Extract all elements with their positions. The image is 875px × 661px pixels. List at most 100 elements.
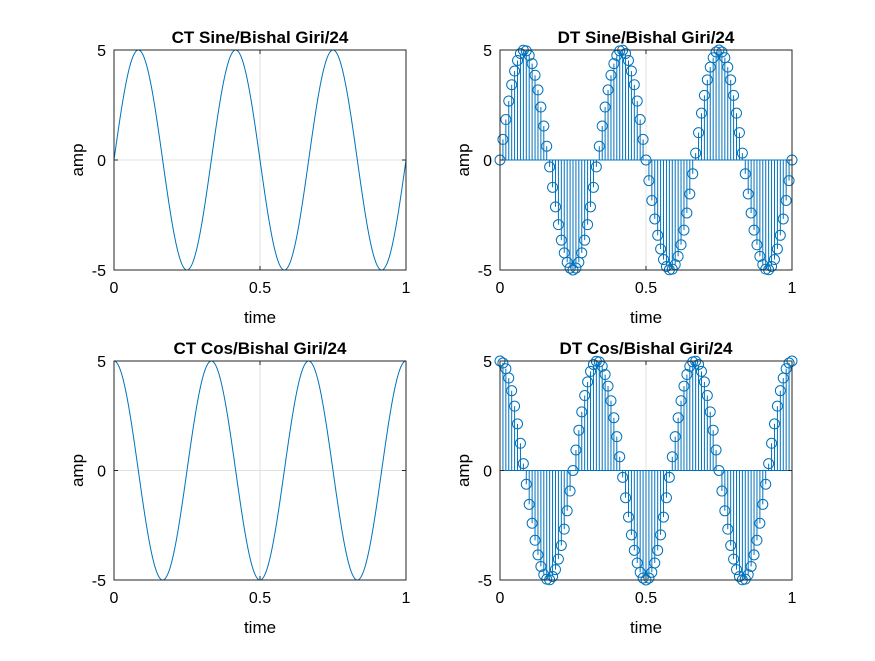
dt-sine-stem-marker bbox=[547, 181, 559, 193]
dt-cos-stem-marker bbox=[628, 544, 640, 556]
ct-cos-ylabel: amp bbox=[68, 454, 87, 487]
dt-cos-x-tick-label: 0.5 bbox=[635, 590, 657, 607]
dt-sine-stem-marker bbox=[652, 229, 664, 241]
dt-sine-stem-marker bbox=[605, 69, 617, 81]
dt-sine-stem-marker bbox=[678, 224, 690, 236]
ct-sine-xlabel: time bbox=[244, 308, 276, 327]
dt-sine-stem-marker bbox=[500, 114, 512, 126]
dt-cos-stem-marker bbox=[672, 412, 684, 424]
ct-sine-x-tick-label: 0 bbox=[110, 280, 119, 297]
dt-cos-y-tick-label: 0 bbox=[483, 464, 492, 481]
dt-cos-stem-marker bbox=[649, 557, 661, 569]
dt-cos-stem-marker bbox=[728, 553, 740, 565]
dt-sine-stem-marker bbox=[570, 262, 582, 274]
dt-cos-stem-marker bbox=[713, 465, 725, 476]
dt-cos-stem-marker bbox=[558, 523, 570, 535]
dt-sine-stem-marker bbox=[710, 46, 722, 58]
dt-sine-stem-marker bbox=[637, 133, 649, 145]
dt-sine-stem-marker bbox=[544, 161, 556, 173]
dt-sine-stem-marker bbox=[783, 175, 795, 187]
dt-cos-stem-marker bbox=[710, 444, 722, 456]
dt-cos-stem-marker bbox=[768, 418, 780, 430]
dt-sine-stem-marker bbox=[722, 61, 734, 73]
dt-sine-stem-marker bbox=[777, 213, 789, 225]
dt-sine-stem-marker bbox=[701, 74, 713, 86]
dt-cos-stem-marker bbox=[529, 534, 541, 546]
dt-sine-x-tick-label: 0 bbox=[496, 280, 505, 297]
dt-cos-stem-marker bbox=[745, 560, 757, 572]
ct-cos-title: CT Cos/Bishal Giri/24 bbox=[174, 339, 347, 358]
dt-cos-stem-marker bbox=[669, 431, 681, 443]
dt-cos-stem-marker bbox=[605, 395, 617, 407]
dt-cos-stem-marker bbox=[585, 365, 597, 377]
dt-cos-stem-marker bbox=[774, 385, 786, 397]
dt-sine-stem-marker bbox=[608, 58, 620, 70]
ct-cos-x-tick-label: 0.5 bbox=[249, 590, 271, 607]
dt-cos-stem-marker bbox=[509, 400, 521, 412]
dt-cos-stem-marker bbox=[535, 560, 547, 572]
dt-sine-stem-marker bbox=[771, 243, 783, 255]
dt-sine-stem-marker bbox=[707, 52, 719, 64]
dt-sine-stem-marker bbox=[532, 84, 544, 96]
dt-cos-stem-marker bbox=[576, 406, 588, 418]
dt-cos-stem-marker bbox=[771, 400, 783, 412]
dt-cos-x-tick-label: 0 bbox=[496, 590, 505, 607]
dt-sine-stem-marker bbox=[693, 127, 705, 139]
dt-cos-stem-marker bbox=[719, 505, 731, 517]
dt-cos-xlabel: time bbox=[630, 618, 662, 637]
dt-sine-stem-marker bbox=[631, 95, 643, 107]
dt-sine-y-tick-label: 0 bbox=[483, 153, 492, 170]
dt-sine-stem-marker bbox=[582, 219, 594, 231]
dt-cos-stem-marker bbox=[523, 498, 535, 510]
dt-sine-stem-marker bbox=[599, 101, 611, 113]
dt-sine-stem-marker bbox=[625, 65, 637, 77]
dt-cos-stem-marker bbox=[532, 549, 544, 561]
dt-sine-stem-marker bbox=[695, 107, 707, 119]
dt-sine-stem-marker bbox=[552, 219, 564, 231]
dt-sine-stem-marker bbox=[672, 250, 684, 262]
dt-cos-stem-marker bbox=[643, 572, 655, 584]
dt-sine-stem-marker bbox=[768, 254, 780, 266]
dt-sine-y-tick-label: 5 bbox=[483, 43, 492, 60]
dt-cos-stem-marker bbox=[617, 471, 629, 483]
dt-sine-stem-marker bbox=[780, 194, 792, 206]
dt-sine-stem-marker bbox=[766, 261, 778, 273]
dt-sine-stem-marker bbox=[736, 147, 748, 159]
dt-cos-stem-marker bbox=[652, 544, 664, 556]
dt-cos-stem-marker bbox=[611, 431, 623, 443]
dt-sine-stem-marker bbox=[684, 188, 696, 200]
ct-cos-x-tick-label: 0 bbox=[110, 590, 119, 607]
dt-sine-stem-marker bbox=[649, 213, 661, 225]
dt-cos-stem-marker bbox=[567, 465, 579, 476]
dt-sine-stem-marker bbox=[748, 224, 760, 236]
dt-cos-stem-marker bbox=[637, 572, 649, 584]
dt-cos-stem-marker bbox=[497, 357, 509, 369]
dt-sine-stem-marker bbox=[754, 250, 766, 262]
dt-cos-stem-marker bbox=[754, 517, 766, 529]
ct-cos-y-tick-label: -5 bbox=[92, 573, 106, 590]
dt-cos-stem-marker bbox=[783, 357, 795, 369]
dt-cos-stem-marker bbox=[716, 485, 728, 497]
dt-sine-stem-marker bbox=[622, 54, 634, 66]
dt-cos-stem-marker bbox=[760, 478, 772, 490]
dt-sine-stem-marker bbox=[529, 69, 541, 81]
dt-cos-stem-marker bbox=[547, 571, 559, 583]
dt-cos-stem-marker bbox=[579, 390, 591, 402]
dt-cos-stem-marker bbox=[666, 451, 678, 463]
dt-sine-stem-marker bbox=[555, 234, 567, 246]
dt-sine-stem-marker bbox=[731, 107, 743, 119]
ct-cos-y-tick-label: 0 bbox=[97, 464, 106, 481]
dt-cos-stem-marker bbox=[663, 471, 675, 483]
dt-sine-stem-marker bbox=[745, 207, 757, 219]
dt-sine-x-tick-label: 0.5 bbox=[635, 280, 657, 297]
dt-sine-stem-marker bbox=[698, 89, 710, 101]
dt-cos-y-tick-label: 5 bbox=[483, 354, 492, 371]
dt-cos-stem-marker bbox=[514, 437, 526, 449]
dt-sine-stem-marker bbox=[660, 261, 672, 273]
dt-cos-stem-marker bbox=[675, 395, 687, 407]
dt-sine-stem-marker bbox=[640, 154, 652, 166]
dt-sine-stem-marker bbox=[628, 79, 640, 91]
dt-cos-stem-marker bbox=[622, 511, 634, 523]
